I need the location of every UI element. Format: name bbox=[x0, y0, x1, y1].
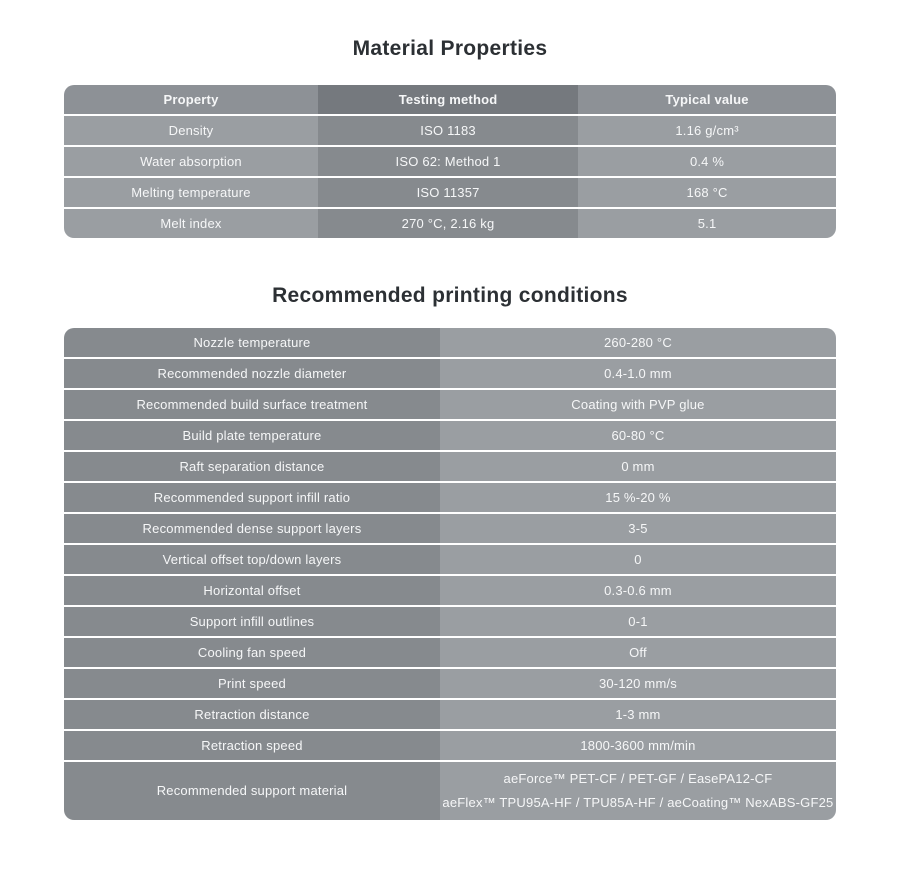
condition-label-cell: Recommended nozzle diameter bbox=[64, 359, 440, 388]
table-row: Retraction distance 1-3 mm bbox=[64, 700, 836, 729]
table-row: Water absorption ISO 62: Method 1 0.4 % bbox=[64, 147, 836, 176]
condition-value-cell: 15 %-20 % bbox=[439, 483, 836, 512]
condition-value-cell: 60-80 °C bbox=[439, 421, 836, 450]
table-row: Cooling fan speed Off bbox=[64, 638, 836, 667]
condition-label-cell: Print speed bbox=[64, 669, 440, 698]
condition-value-cell: 0.4-1.0 mm bbox=[439, 359, 836, 388]
printing-conditions-title: Recommended printing conditions bbox=[272, 284, 628, 307]
condition-value-cell: Coating with PVP glue bbox=[439, 390, 836, 419]
table-row: Melting temperature ISO 11357 168 °C bbox=[64, 178, 836, 207]
condition-label-cell: Recommended build surface treatment bbox=[64, 390, 440, 419]
header-cell-testing-method: Testing method bbox=[317, 85, 579, 114]
table-row: Recommended build surface treatment Coat… bbox=[64, 390, 836, 419]
condition-value-cell: 1-3 mm bbox=[439, 700, 836, 729]
condition-label-cell: Nozzle temperature bbox=[64, 328, 440, 357]
table-row: Recommended support infill ratio 15 %-20… bbox=[64, 483, 836, 512]
condition-value-cell: Off bbox=[439, 638, 836, 667]
typical-value-cell: 5.1 bbox=[578, 209, 836, 238]
table-row: Raft separation distance 0 mm bbox=[64, 452, 836, 481]
typical-value-cell: 168 °C bbox=[578, 178, 836, 207]
table-header-row: Property Testing method Typical value bbox=[64, 85, 836, 114]
table-row: Recommended dense support layers 3-5 bbox=[64, 514, 836, 543]
material-properties-title: Material Properties bbox=[352, 37, 548, 60]
condition-label-cell: Recommended support infill ratio bbox=[64, 483, 440, 512]
table-row: Retraction speed 1800-3600 mm/min bbox=[64, 731, 836, 760]
condition-value-cell: 0.3-0.6 mm bbox=[439, 576, 836, 605]
condition-label-cell: Retraction speed bbox=[64, 731, 440, 760]
support-material-line-1: aeForce™ PET-CF / PET-GF / EasePA12-CF bbox=[503, 771, 773, 786]
spec-sheet-page: Material Properties Property Testing met… bbox=[64, 37, 836, 820]
condition-value-cell: 0 bbox=[439, 545, 836, 574]
condition-label-cell: Recommended dense support layers bbox=[64, 514, 440, 543]
table-row-support-material: Recommended support material aeForce™ PE… bbox=[64, 762, 836, 820]
condition-value-cell: aeForce™ PET-CF / PET-GF / EasePA12-CF a… bbox=[439, 762, 836, 820]
printing-conditions-table: Nozzle temperature 260-280 °C Recommende… bbox=[64, 328, 836, 820]
condition-value-cell: 0 mm bbox=[439, 452, 836, 481]
testing-method-cell: ISO 62: Method 1 bbox=[317, 147, 579, 176]
table-row: Nozzle temperature 260-280 °C bbox=[64, 328, 836, 357]
table-row: Melt index 270 °C, 2.16 kg 5.1 bbox=[64, 209, 836, 238]
property-cell: Water absorption bbox=[64, 147, 318, 176]
testing-method-cell: ISO 11357 bbox=[317, 178, 579, 207]
typical-value-cell: 0.4 % bbox=[578, 147, 836, 176]
table-row: Support infill outlines 0-1 bbox=[64, 607, 836, 636]
header-cell-typical-value: Typical value bbox=[578, 85, 836, 114]
condition-label-cell: Build plate temperature bbox=[64, 421, 440, 450]
condition-label-cell: Raft separation distance bbox=[64, 452, 440, 481]
typical-value-cell: 1.16 g/cm³ bbox=[578, 116, 836, 145]
condition-value-cell: 30-120 mm/s bbox=[439, 669, 836, 698]
testing-method-cell: ISO 1183 bbox=[317, 116, 579, 145]
condition-label-cell: Recommended support material bbox=[64, 762, 440, 820]
condition-label-cell: Support infill outlines bbox=[64, 607, 440, 636]
table-row: Recommended nozzle diameter 0.4-1.0 mm bbox=[64, 359, 836, 388]
condition-value-cell: 1800-3600 mm/min bbox=[439, 731, 836, 760]
property-cell: Density bbox=[64, 116, 318, 145]
table-row: Print speed 30-120 mm/s bbox=[64, 669, 836, 698]
condition-label-cell: Vertical offset top/down layers bbox=[64, 545, 440, 574]
property-cell: Melt index bbox=[64, 209, 318, 238]
material-properties-table: Property Testing method Typical value De… bbox=[64, 85, 836, 238]
table-row: Density ISO 1183 1.16 g/cm³ bbox=[64, 116, 836, 145]
support-material-line-2: aeFlex™ TPU95A-HF / TPU85A-HF / aeCoatin… bbox=[442, 795, 834, 810]
condition-value-cell: 260-280 °C bbox=[439, 328, 836, 357]
condition-label-cell: Cooling fan speed bbox=[64, 638, 440, 667]
condition-value-cell: 0-1 bbox=[439, 607, 836, 636]
table-row: Vertical offset top/down layers 0 bbox=[64, 545, 836, 574]
header-cell-property: Property bbox=[64, 85, 318, 114]
table-row: Build plate temperature 60-80 °C bbox=[64, 421, 836, 450]
testing-method-cell: 270 °C, 2.16 kg bbox=[317, 209, 579, 238]
condition-label-cell: Retraction distance bbox=[64, 700, 440, 729]
condition-label-cell: Horizontal offset bbox=[64, 576, 440, 605]
table-row: Horizontal offset 0.3-0.6 mm bbox=[64, 576, 836, 605]
property-cell: Melting temperature bbox=[64, 178, 318, 207]
condition-value-cell: 3-5 bbox=[439, 514, 836, 543]
